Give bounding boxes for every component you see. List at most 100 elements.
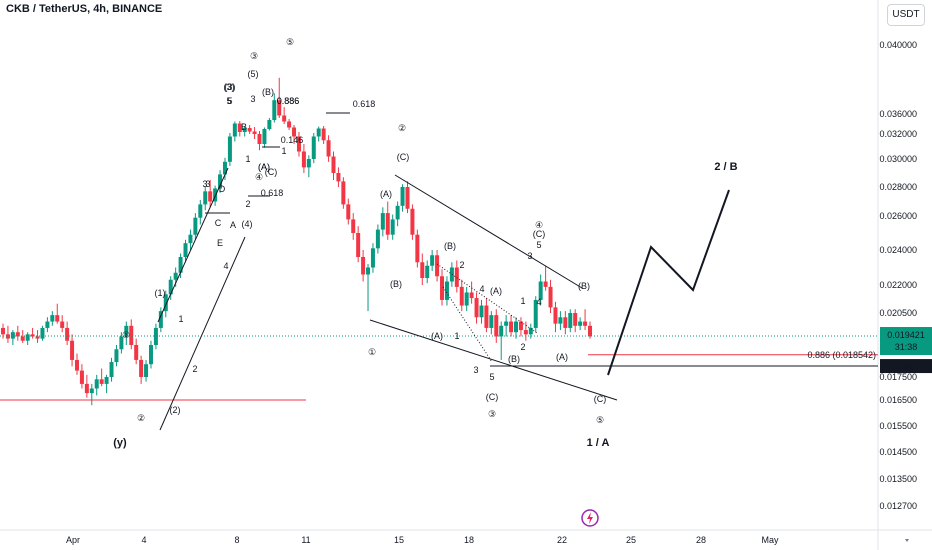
level-price-value: 0.018013 (887, 361, 925, 371)
price-tick-label: 0.028000 (879, 182, 917, 192)
wave-label: (B) (578, 281, 590, 291)
wave-label: 0.618 (261, 188, 284, 198)
candle-body (351, 219, 356, 233)
dotted-trend-line (436, 263, 538, 334)
wave-label: (C) (594, 394, 607, 404)
candle-body (440, 276, 445, 300)
candle-body (124, 325, 129, 337)
candle-body (25, 334, 30, 341)
wave-label: 1 (245, 154, 250, 164)
candle-body (459, 286, 464, 306)
candle-body (469, 292, 474, 299)
candle-body (193, 217, 198, 235)
candle-body (74, 359, 79, 371)
wave-label: 2 (459, 260, 464, 270)
candle-body (188, 234, 193, 244)
channel-line (394, 174, 583, 289)
candle-body (316, 128, 321, 137)
candle-body (553, 307, 558, 324)
time-tick-label: 15 (394, 535, 404, 545)
candle-body (60, 321, 65, 328)
candle-body (425, 265, 430, 278)
candle-body (292, 127, 297, 137)
candle-body (400, 187, 405, 206)
price-tick-label: 0.036000 (879, 109, 917, 119)
wave-label: D (219, 184, 226, 194)
price-tick-label: 0.015500 (879, 421, 917, 431)
candle-body (509, 321, 514, 333)
wave-label: (A) (490, 286, 502, 296)
symbol-title[interactable]: CKB / TetherUS, 4h, BINANCE (6, 3, 163, 15)
candle-body (203, 191, 208, 205)
wave-label: 2 (192, 364, 197, 374)
candle-body (444, 281, 449, 300)
channel-line (369, 319, 618, 401)
wave-label: 4 (536, 297, 541, 307)
candle-body (583, 321, 588, 326)
wave-label: A (230, 220, 236, 230)
candle-body (494, 315, 499, 337)
candle-body (272, 100, 277, 120)
candle-body (84, 383, 89, 394)
wave-label: (A) (556, 352, 568, 362)
price-tick-label: 0.012700 (879, 501, 917, 511)
candle-body (380, 213, 385, 230)
candle-body (262, 129, 267, 144)
candle-body (119, 336, 124, 350)
candle-body (523, 330, 528, 335)
time-tick-label: 28 (696, 535, 706, 545)
candle-body (282, 115, 287, 122)
candle-body (489, 315, 494, 328)
candle-body (375, 229, 380, 249)
wave-label: 2 (520, 342, 525, 352)
candle-body (479, 305, 484, 318)
candle-body (15, 332, 20, 337)
wave-label: (C) (533, 229, 546, 239)
candle-body (464, 292, 469, 306)
time-tick-label: 25 (626, 535, 636, 545)
candle-body (30, 334, 35, 337)
wave-label: ③ (250, 51, 258, 61)
candle-body (178, 257, 183, 273)
candle-body (173, 272, 178, 280)
currency-button[interactable]: USDT (887, 4, 925, 26)
candle-body (134, 345, 139, 360)
candle-body (454, 267, 459, 287)
candle-body (158, 311, 163, 328)
candle-body (410, 208, 415, 235)
time-tick-label: Apr (66, 535, 80, 545)
candle-body (296, 136, 301, 152)
candle-body (588, 325, 592, 337)
candle-body (321, 128, 326, 141)
candle-body (242, 128, 247, 132)
candle-body (356, 233, 361, 257)
wave-label: (B) (390, 279, 402, 289)
candle-body (5, 334, 10, 339)
wave-label: (C) (486, 392, 499, 402)
price-tick-label: 0.014500 (879, 447, 917, 457)
wave-label: 0.618 (353, 99, 376, 109)
candle-body (257, 134, 262, 144)
wave-label: ④ (535, 220, 543, 230)
candle-body (563, 317, 568, 328)
price-tick-label: 0.017500 (879, 372, 917, 382)
wave-label: (A) (258, 162, 270, 172)
candle-body (518, 321, 523, 331)
candle-body (1, 327, 5, 335)
fib-0886-label: 0.886 (0.018542) (807, 350, 876, 360)
candle-body (366, 267, 371, 275)
candle-body (79, 370, 84, 384)
wave-label: (C) (265, 167, 278, 177)
channel-line (159, 236, 246, 431)
candle-body (139, 359, 144, 377)
wave-label: (y) (113, 437, 127, 449)
wave-label: 2 / B (714, 161, 737, 173)
candle-body (306, 159, 311, 168)
wave-label: 1 (454, 331, 459, 341)
time-axis-arrow-icon (905, 539, 909, 542)
price-tick-label: 0.040000 (879, 40, 917, 50)
candle-body (514, 321, 519, 333)
candle-body (435, 255, 440, 277)
